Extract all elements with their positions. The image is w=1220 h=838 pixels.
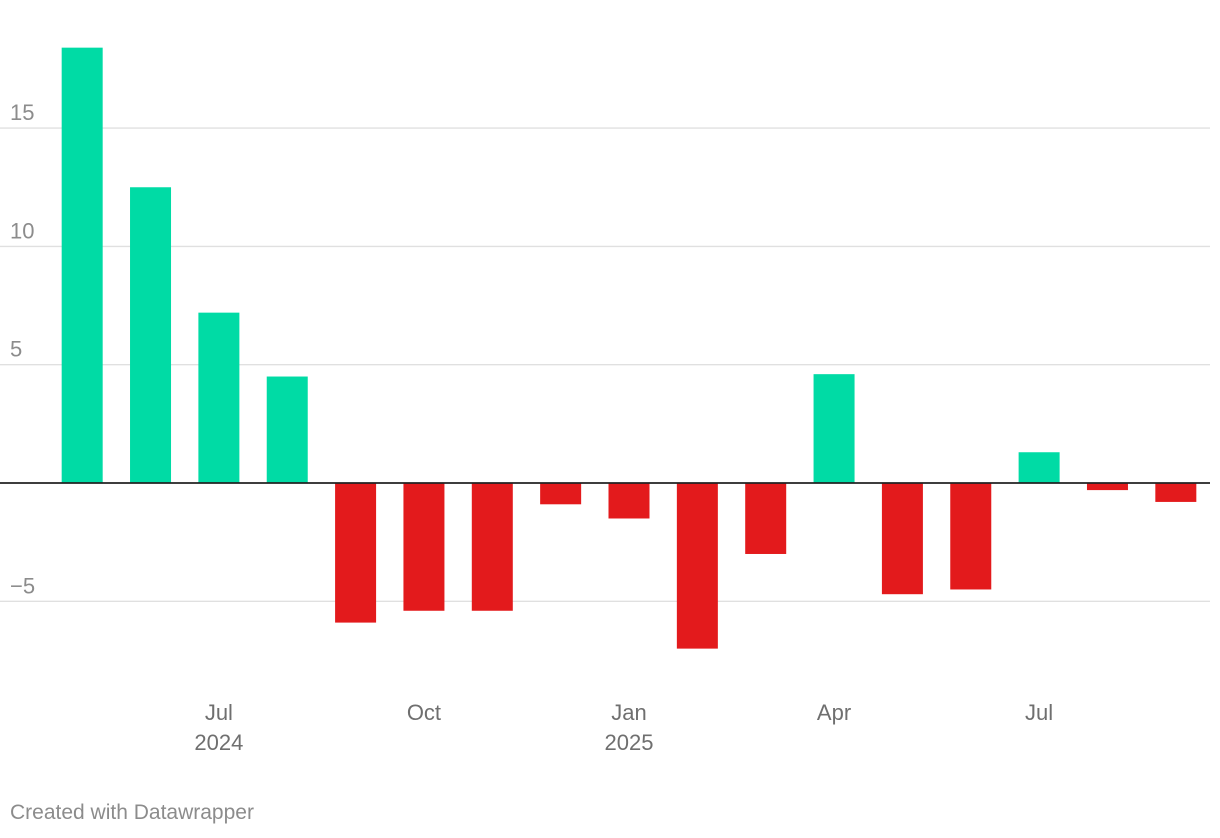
bar[interactable]: Mar 2025: -3	[745, 483, 787, 554]
y-tick-label: 15	[10, 100, 34, 125]
x-tick-label: Jul	[1025, 700, 1053, 725]
bar[interactable]: Nov 2024: -5.4	[471, 483, 513, 611]
x-tick-label: Apr	[817, 700, 851, 725]
bar[interactable]: Aug 2025: -0.3	[1086, 483, 1128, 491]
x-tick-label: Jul	[205, 700, 233, 725]
bar[interactable]: Jun 2024: 12.5	[130, 187, 172, 483]
bar[interactable]: Jul 2025: 1.3	[1018, 452, 1060, 483]
x-tick-year-label: 2024	[194, 730, 243, 755]
bar-chart: May 2024: 18.4 Jun 2024: 12.5 Jul 2024: 7.…	[0, 47, 1210, 755]
x-axis: Jul 2024 Oct Jan 2025 Apr Jul	[194, 700, 1053, 755]
bar[interactable]: Aug 2024: 4.5	[266, 376, 308, 483]
bar[interactable]: Feb 2025: -7	[676, 483, 718, 649]
x-tick-label: Jan	[611, 700, 646, 725]
bar[interactable]: Jun 2025: -4.5	[950, 483, 992, 590]
bar[interactable]: Sep 2025: -0.8	[1155, 483, 1197, 502]
x-tick-year-label: 2025	[605, 730, 654, 755]
bar[interactable]: May 2024: 18.4	[61, 47, 103, 483]
bar[interactable]: Jul 2024: 7.2	[198, 312, 240, 483]
bar[interactable]: Apr 2025: 4.6	[813, 374, 855, 483]
bar[interactable]: Sep 2024: -5.9	[335, 483, 377, 623]
bar[interactable]: Oct 2024: -5.4	[403, 483, 445, 611]
bar[interactable]: Dec 2024: -0.9	[540, 483, 582, 505]
x-tick-label: Oct	[407, 700, 441, 725]
gridlines	[0, 127, 1210, 602]
y-axis: −5 5 10 15	[10, 100, 35, 598]
bar[interactable]: May 2025: -4.7	[881, 483, 923, 595]
y-tick-label: 5	[10, 337, 22, 362]
y-tick-label: −5	[10, 573, 35, 598]
bars: May 2024: 18.4 Jun 2024: 12.5 Jul 2024: 7.…	[61, 47, 1197, 649]
y-tick-label: 10	[10, 218, 34, 243]
bar[interactable]: Jan 2025: -1.5	[608, 483, 650, 519]
credit-text[interactable]: Created with Datawrapper	[10, 801, 254, 824]
